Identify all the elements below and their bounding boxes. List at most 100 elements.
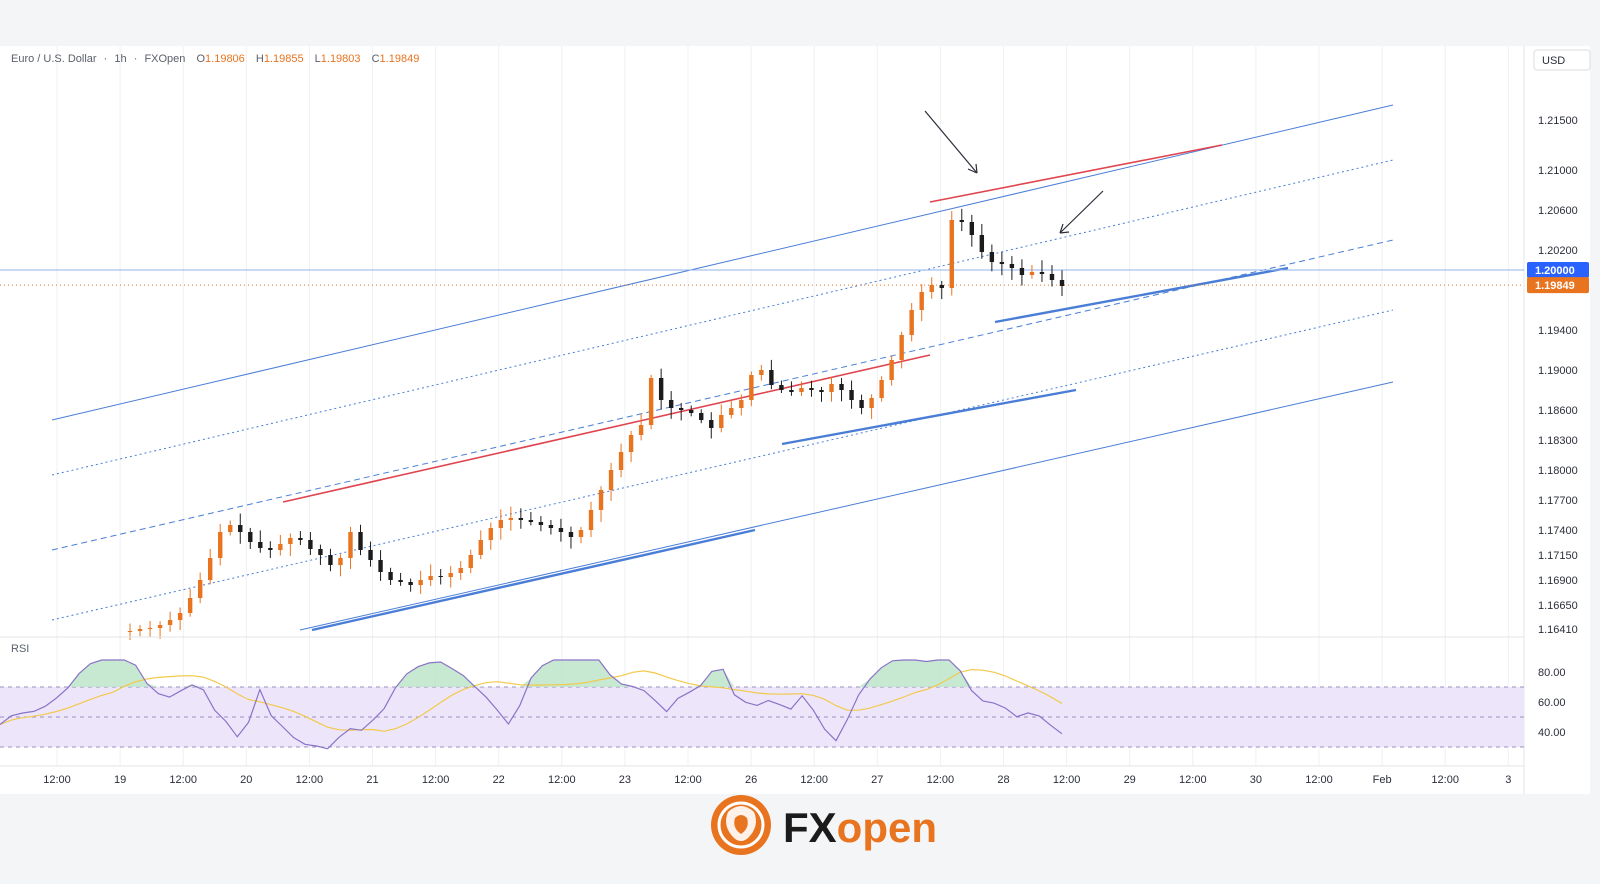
- candle-body: [1049, 274, 1055, 280]
- candle-body: [167, 620, 173, 625]
- candle-body: [819, 390, 824, 392]
- time-tick-label: 22: [493, 774, 505, 786]
- candle-body: [939, 285, 944, 288]
- close-label: C: [372, 53, 380, 65]
- candle-body: [248, 532, 253, 542]
- open-label: O: [196, 53, 205, 65]
- candle-body: [588, 510, 594, 530]
- price-tick-label: 1.19400: [1538, 325, 1578, 337]
- price-axis: 1.21500 1.21000 1.20600 1.20200 1.19400 1.190…: [1538, 115, 1578, 636]
- candle-body: [298, 538, 303, 540]
- candle-body: [177, 613, 183, 620]
- candle-body: [1019, 268, 1025, 275]
- candle-body: [869, 398, 874, 408]
- candle-body: [919, 292, 924, 310]
- time-tick-label: 12:00: [296, 774, 324, 786]
- candle-body: [628, 435, 634, 452]
- candle-body: [608, 470, 614, 490]
- chart-header: Euro / U.S. Dollar · 1h · FXOpen O1.1980…: [11, 53, 419, 65]
- upper-channel-outer: [51, 104, 1394, 421]
- price-tick-label: 1.21500: [1538, 115, 1578, 127]
- candle-body: [278, 544, 283, 550]
- fxopen-logo: FXopen: [711, 795, 937, 855]
- currency-button[interactable]: USD: [1542, 55, 1565, 67]
- low-value: 1.19803: [321, 53, 361, 65]
- candle-body: [829, 384, 834, 392]
- candle-body: [749, 375, 754, 400]
- red-middle-segment: [282, 354, 931, 503]
- lower-channel-outer: [299, 381, 1394, 631]
- price-tick-label: 1.20200: [1538, 245, 1578, 257]
- candle-body: [799, 388, 804, 392]
- price-tick-label: 1.19000: [1538, 365, 1578, 377]
- candles: [127, 208, 1065, 641]
- candle-body: [839, 384, 844, 390]
- candle-body: [468, 555, 473, 568]
- candle-body: [218, 532, 223, 558]
- candle-body: [378, 560, 383, 572]
- candle-body: [288, 538, 293, 544]
- time-axis: 12:00 19 12:00 20 12:00 21 12:00 22 12:00 23 12:00…: [43, 774, 1511, 786]
- candle-body: [268, 548, 273, 550]
- candle-body: [558, 528, 564, 532]
- plot-background: [0, 46, 1524, 794]
- candle-body: [1029, 272, 1035, 275]
- candle-body: [528, 520, 534, 522]
- header-separator-1: ·: [104, 53, 108, 65]
- candle-body: [338, 558, 343, 565]
- time-tick-label: 12:00: [1179, 774, 1207, 786]
- regression-channels: [51, 104, 1394, 632]
- time-tick-label: 20: [240, 774, 252, 786]
- candle-body: [508, 518, 514, 520]
- time-tick-label: 28: [997, 774, 1009, 786]
- price-tick-label: 1.16650: [1538, 600, 1578, 612]
- candle-body: [859, 400, 864, 408]
- candle-body: [658, 378, 664, 400]
- candle-body: [739, 400, 744, 408]
- candle-body: [498, 520, 504, 528]
- time-tick-label: 3: [1505, 774, 1511, 786]
- time-tick-label: 12:00: [927, 774, 955, 786]
- candle-body: [899, 335, 904, 360]
- candle-body: [578, 530, 584, 537]
- candle-body: [789, 390, 794, 392]
- time-tick-label: 12:00: [548, 774, 576, 786]
- candle-body: [889, 360, 894, 380]
- candle-body: [228, 525, 233, 532]
- time-tick-label: 30: [1250, 774, 1262, 786]
- candle-body: [568, 532, 574, 537]
- data-source: FXOpen: [144, 53, 185, 65]
- candle-body: [618, 452, 624, 470]
- arrow-2-shaft: [1059, 190, 1104, 234]
- rsi-overbought-fill: [0, 660, 1062, 687]
- arrow-1-head: [967, 163, 978, 174]
- low-label: L: [315, 53, 321, 65]
- blue-support-3: [994, 266, 1289, 324]
- candle-body: [157, 625, 163, 628]
- candle-body: [448, 573, 453, 577]
- candle-body: [538, 522, 544, 525]
- candle-body: [709, 420, 714, 428]
- candle-body: [358, 532, 363, 550]
- candle-body: [348, 532, 353, 558]
- time-tick-label: 12:00: [1431, 774, 1459, 786]
- candle-body: [1009, 264, 1015, 268]
- price-scale-background: [1524, 46, 1590, 794]
- candle-body: [979, 235, 985, 252]
- last-price-label: 1.19849: [1535, 280, 1575, 292]
- time-tick-label: 12:00: [169, 774, 197, 786]
- candle-body: [648, 378, 654, 425]
- time-tick-label: 27: [871, 774, 883, 786]
- time-tick-label: 26: [745, 774, 757, 786]
- candle-body: [638, 425, 644, 435]
- candle-body: [779, 385, 784, 390]
- candle-body: [1059, 280, 1065, 286]
- rsi-tick-label: 60.00: [1538, 697, 1566, 709]
- candle-body: [368, 550, 373, 560]
- time-tick-label: 12:00: [422, 774, 450, 786]
- candle-body: [418, 580, 423, 585]
- candle-body: [207, 558, 213, 580]
- candle-body: [699, 413, 704, 420]
- rsi-pane: 80.00 60.00 40.00: [0, 659, 1566, 750]
- candle-body: [809, 388, 814, 390]
